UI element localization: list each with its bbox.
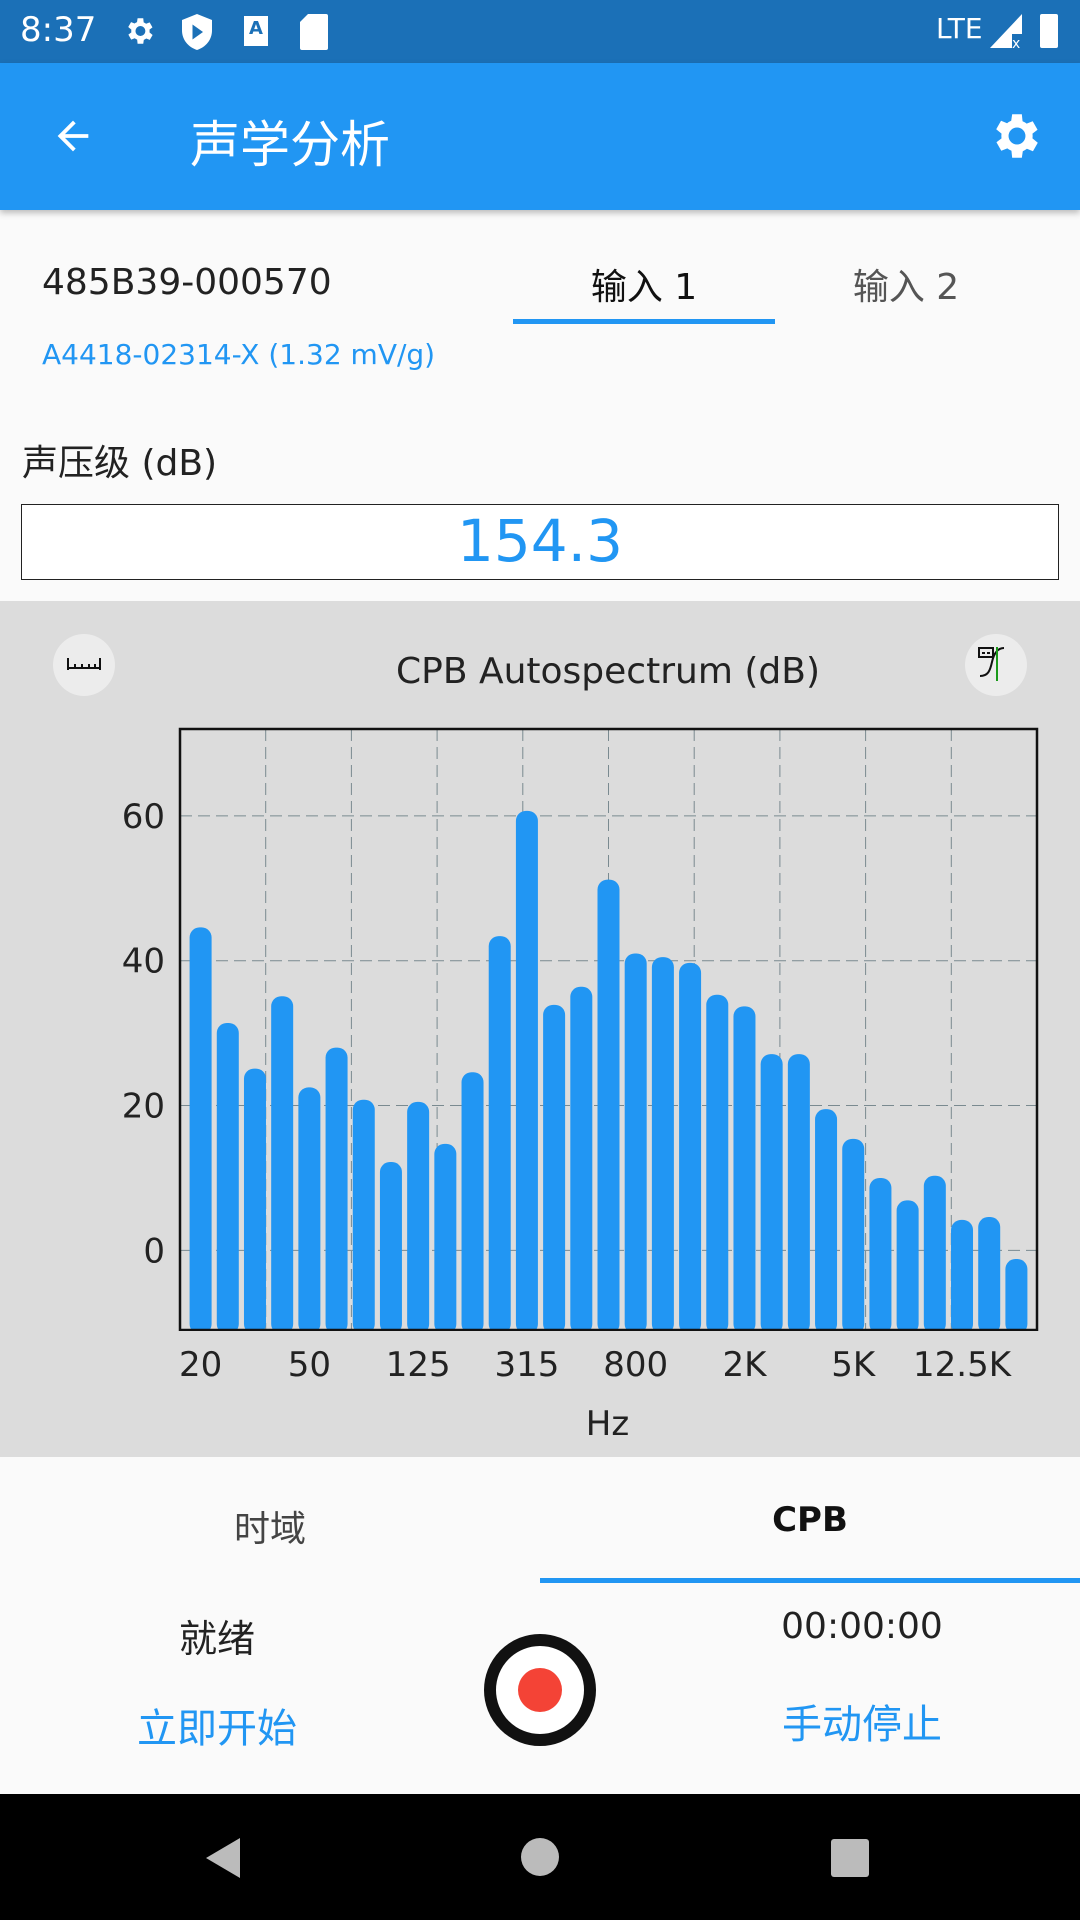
bar-5K (842, 1138, 865, 1334)
x-tick-label: 12.5K (913, 1345, 1013, 1385)
bar-12.5K (951, 1219, 974, 1334)
bar-3.15K (787, 1054, 810, 1334)
navigation-bar (0, 1794, 1080, 1920)
settings-icon (128, 18, 153, 44)
svg-text:x: x (1012, 36, 1020, 48)
bar-315 (515, 810, 538, 1334)
bar-50 (298, 1087, 321, 1334)
record-icon (518, 1668, 562, 1712)
x-tick-label: 2K (722, 1345, 768, 1385)
x-tick-label: 800 (603, 1345, 668, 1385)
home-nav-icon[interactable] (521, 1838, 559, 1876)
battery-icon (1040, 14, 1058, 48)
axis-bg (0, 1331, 1080, 1391)
tab-time-domain[interactable]: 时域 (233, 1509, 306, 1550)
x-tick-label: 20 (179, 1345, 222, 1385)
signal-icon: x (990, 14, 1022, 48)
recents-nav-icon[interactable] (831, 1839, 869, 1877)
curve-icon (978, 647, 1005, 681)
gear-icon[interactable] (988, 107, 1046, 165)
status-time: 8:37 (20, 10, 97, 50)
chart-panel: CPB Autospectrum (dB) 0 20 40 60 20 50 125 315 8… (0, 601, 1080, 1457)
bar-16K (978, 1217, 1001, 1334)
x-tick-label: 5K (831, 1345, 877, 1385)
y-tick-label: 20 (122, 1087, 165, 1127)
y-tick-label: 0 (143, 1231, 165, 1271)
tab-indicator (540, 1578, 1080, 1583)
bar-630 (597, 879, 620, 1334)
bar-200 (461, 1072, 484, 1334)
device-id: 485B39-000570 (42, 262, 332, 303)
tab-cpb[interactable]: CPB (772, 1500, 848, 1540)
status-bar: 8:37 A LTE x (0, 0, 1080, 63)
sensor-info: A4418-02314-X (1.32 mV/g) (42, 338, 436, 371)
bar-40 (271, 996, 294, 1334)
y-tick-label: 60 (122, 797, 165, 837)
bar-20 (189, 927, 212, 1334)
measure-button[interactable] (53, 634, 115, 696)
start-now-button[interactable]: 立即开始 (137, 1706, 297, 1752)
bar-63 (325, 1047, 348, 1334)
app-bar: 声学分析 (0, 63, 1080, 210)
play-protect-icon (182, 14, 212, 50)
record-button[interactable] (484, 1634, 596, 1746)
network-type: LTE (936, 12, 983, 45)
x-tick-label: 125 (386, 1345, 451, 1385)
y-tick-label: 40 (122, 942, 165, 982)
page-title: 声学分析 (190, 116, 390, 174)
ruler-icon (67, 658, 101, 670)
sd-card-icon (300, 14, 328, 50)
bar-6.3K (869, 1177, 892, 1334)
plot-border (178, 727, 1039, 1332)
arrow-left-icon[interactable] (50, 113, 96, 159)
tab-indicator (513, 319, 775, 324)
bar-500 (570, 986, 593, 1334)
bar-31.5 (243, 1068, 266, 1334)
spl-value: 154.3 (21, 504, 1059, 580)
x-tick-label: 315 (494, 1345, 559, 1385)
bar-125 (407, 1101, 430, 1334)
status-text: 就绪 (178, 1617, 255, 1661)
bar-800 (624, 953, 647, 1334)
bar-8K (896, 1200, 919, 1334)
bar-160 (434, 1143, 457, 1334)
bar-2K (733, 1006, 756, 1334)
manual-stop-button[interactable]: 手动停止 (782, 1702, 942, 1748)
bar-4K (815, 1109, 838, 1334)
x-axis-label: Hz (586, 1404, 629, 1444)
bar-1.6K (706, 994, 729, 1334)
font-a-icon: A (244, 16, 268, 46)
curve-settings-button[interactable] (965, 634, 1027, 696)
bar-2.5K (760, 1054, 783, 1334)
bar-400 (543, 1004, 566, 1334)
bar-1.25K (679, 962, 702, 1334)
bar-250 (488, 936, 511, 1334)
timer: 00:00:00 (781, 1606, 943, 1647)
bar-1K (651, 957, 674, 1334)
cpb-chart: 0 20 40 60 20 50 125 315 800 2K 5K 12.5K Hz (0, 727, 1080, 1444)
spl-label: 声压级 (dB) (22, 443, 218, 484)
tab-input-2[interactable]: 输入 2 (852, 267, 960, 308)
bar-10K (923, 1175, 946, 1334)
bar-80 (352, 1099, 375, 1334)
bar-100 (379, 1162, 402, 1334)
x-tick-label: 50 (288, 1345, 331, 1385)
bar-20K (1005, 1259, 1028, 1334)
chart-title: CPB Autospectrum (dB) (395, 651, 820, 692)
tab-input-1[interactable]: 输入 1 (590, 267, 698, 308)
back-nav-icon[interactable] (204, 1836, 244, 1880)
bar-25 (216, 1022, 239, 1334)
